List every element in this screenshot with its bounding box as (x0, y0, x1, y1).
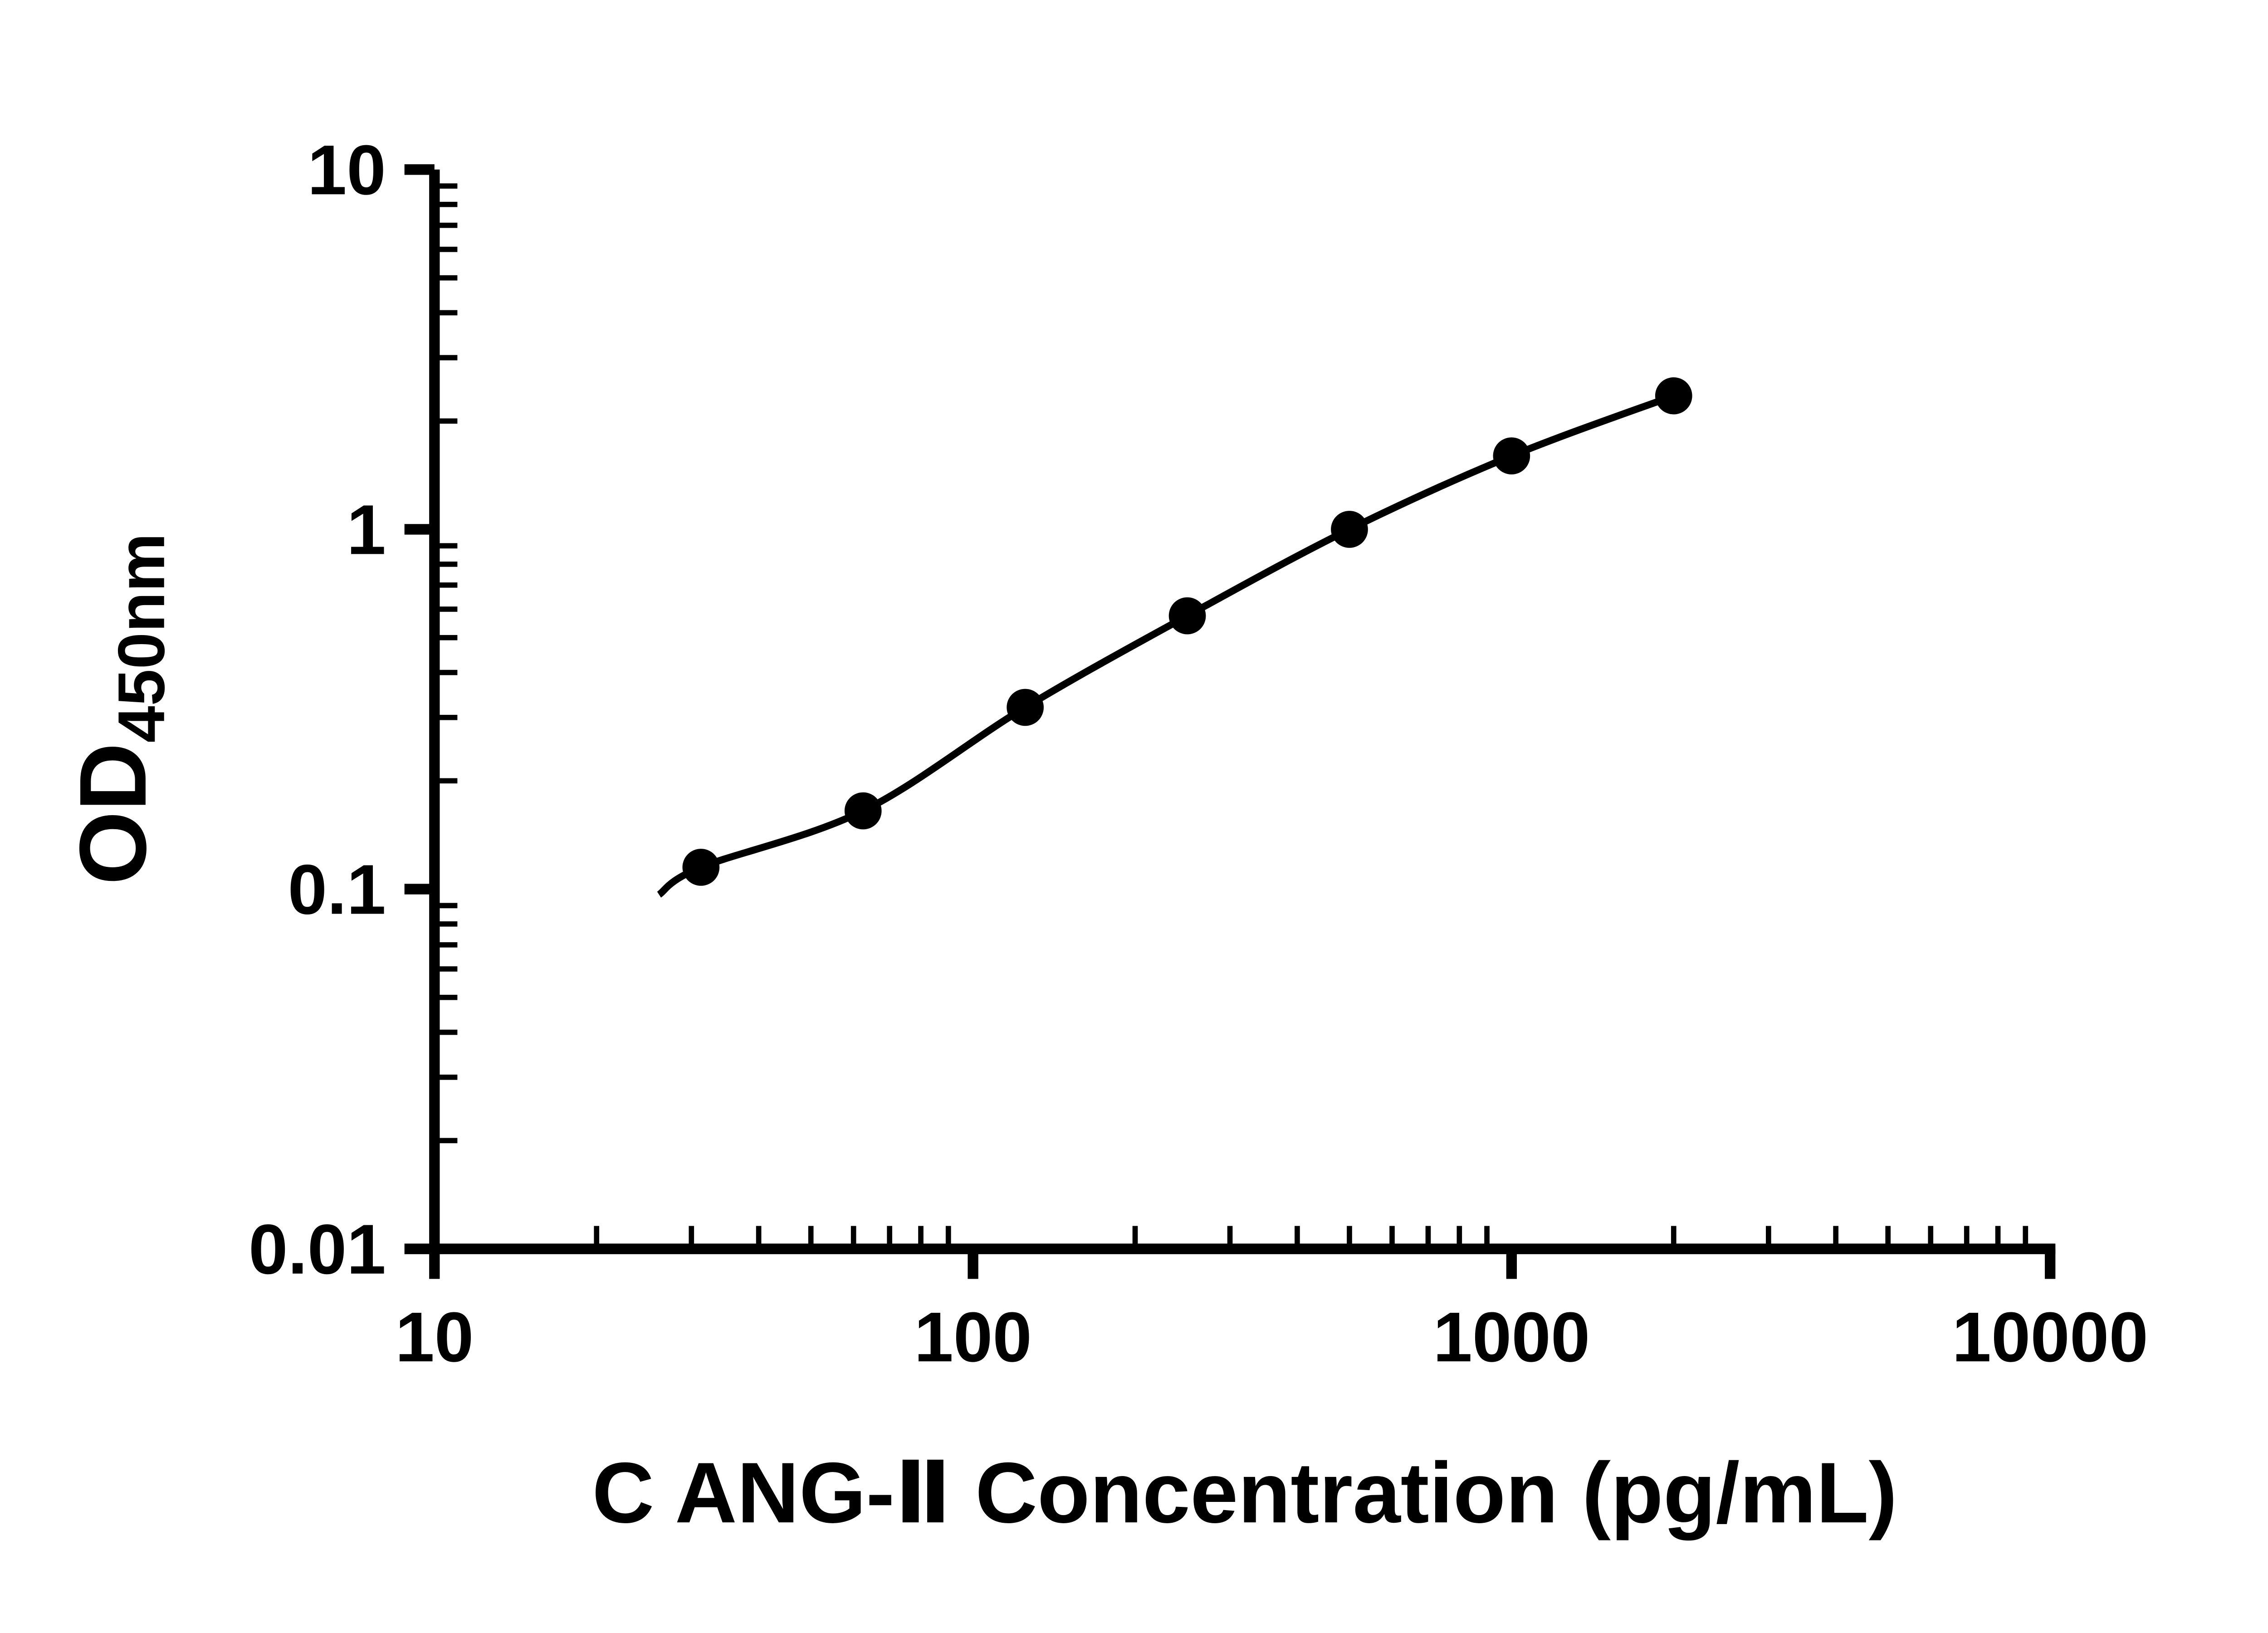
data-series (657, 377, 1692, 898)
y-axis-title-subscript: 450nm (104, 533, 178, 743)
x-tick-label: 10 (395, 1297, 474, 1376)
y-tick-label: 0.01 (249, 1209, 386, 1288)
data-point-marker (844, 792, 882, 830)
tick-labels: 10 100 1000 10000 10 1 0.1 0.01 (249, 130, 2148, 1376)
x-tick-label: 100 (914, 1297, 1032, 1376)
data-point-marker (1655, 377, 1692, 415)
x-axis-title: C ANG-Ⅱ Concentration (pg/mL) (592, 1445, 1897, 1541)
x-tick-label: 1000 (1433, 1297, 1590, 1376)
y-axis-title: OD450nm (60, 533, 178, 885)
minor-ticks (440, 183, 2028, 1244)
data-point-marker (682, 848, 720, 886)
y-axis-title-main: OD (60, 743, 166, 885)
y-tick-label: 10 (308, 130, 386, 209)
y-tick-label: 0.1 (288, 850, 386, 929)
data-point-marker (1331, 510, 1368, 548)
data-point-marker (1168, 597, 1206, 635)
elisa-standard-curve-chart: 10 100 1000 10000 10 1 0.1 0.01 C ANG-Ⅱ Concent… (60, 130, 2148, 1541)
major-ticks (404, 164, 2056, 1279)
x-tick-label: 10000 (1952, 1297, 2148, 1376)
y-tick-label: 1 (347, 490, 386, 569)
data-point-marker (1493, 437, 1530, 474)
axes (429, 169, 2056, 1254)
data-point-marker (1007, 689, 1044, 726)
